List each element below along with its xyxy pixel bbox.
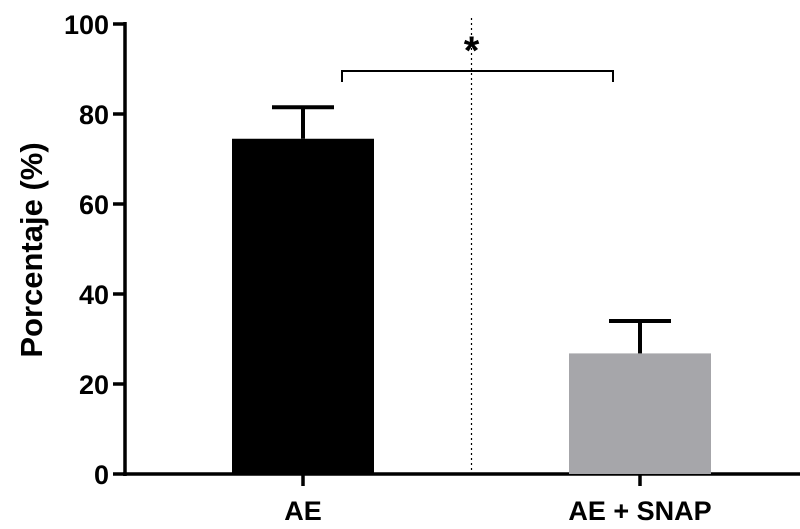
x-category-label: AE: [284, 496, 322, 526]
significance-bracket: *: [341, 29, 614, 82]
significance-bracket-line: [341, 70, 614, 82]
y-tick-label: 0: [94, 460, 109, 490]
y-tick-label: 40: [79, 280, 109, 310]
y-axis-ticks: 0 20 40 60 80 100: [64, 10, 125, 490]
bar: [569, 353, 711, 474]
y-tick-label: 20: [79, 370, 109, 400]
significance-star: *: [464, 29, 480, 73]
error-bars: [272, 105, 671, 354]
y-tick-label: 100: [64, 10, 109, 40]
y-tick-label: 60: [79, 190, 109, 220]
y-tick-label: 80: [79, 100, 109, 130]
bars: [232, 138, 711, 474]
y-axis-label: Porcentaje (%): [14, 142, 49, 357]
x-category-label: AE + SNAP: [568, 496, 711, 526]
bar: [232, 138, 374, 474]
x-axis-categories: AE AE + SNAP: [284, 474, 712, 526]
